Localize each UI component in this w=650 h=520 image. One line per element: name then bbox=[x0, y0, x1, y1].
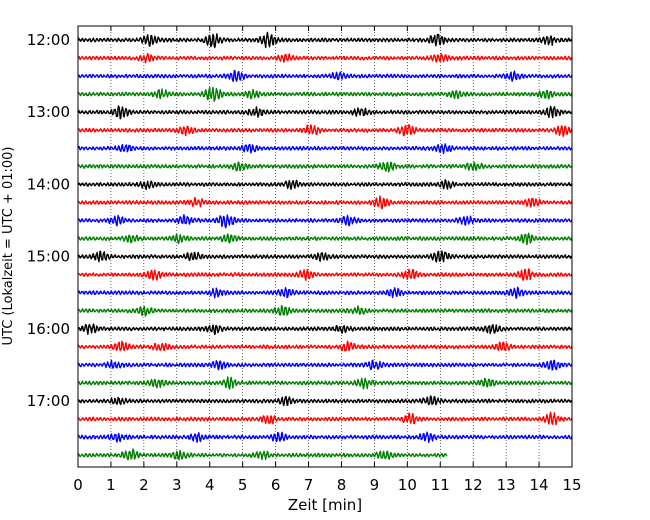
x-tick-label: 10 bbox=[398, 476, 417, 494]
x-tick-label: 5 bbox=[238, 476, 248, 494]
seismogram-trace bbox=[77, 340, 573, 352]
x-tick-label: 2 bbox=[139, 476, 149, 494]
seismogram-trace bbox=[77, 105, 573, 120]
x-tick-label: 8 bbox=[337, 476, 347, 494]
seismogram-trace bbox=[77, 214, 573, 229]
y-axis-label: UTC (Lokalzeit = UTC + 01:00) bbox=[1, 147, 16, 346]
seismogram-trace bbox=[77, 86, 573, 102]
seismogram-trace bbox=[77, 143, 573, 155]
seismogram-trace bbox=[77, 305, 573, 317]
x-tick-label: 0 bbox=[73, 476, 83, 494]
x-tick-label: 3 bbox=[172, 476, 182, 494]
seismogram-trace bbox=[77, 123, 573, 138]
seismogram-trace bbox=[77, 411, 573, 426]
y-tick-label: 14:00 bbox=[27, 175, 70, 193]
x-tick-label: 11 bbox=[431, 476, 450, 494]
seismogram-trace bbox=[77, 268, 573, 282]
x-tick-label: 13 bbox=[497, 476, 516, 494]
seismogram-trace bbox=[77, 250, 573, 263]
y-tick-labels: 12:00 13:00 14:00 15:00 16:00 17:00 bbox=[27, 31, 70, 410]
x-tick-label: 15 bbox=[562, 476, 581, 494]
seismogram-trace bbox=[77, 232, 573, 246]
seismogram-trace bbox=[77, 286, 573, 299]
x-tick-labels: 0 1 2 3 4 5 6 7 8 9 10 11 12 13 14 15 bbox=[73, 476, 581, 494]
seismogram-trace bbox=[77, 448, 448, 461]
x-tick-label: 7 bbox=[304, 476, 314, 494]
y-tick-label: 15:00 bbox=[27, 248, 70, 266]
seismogram-traces bbox=[77, 31, 573, 461]
x-tick-label: 4 bbox=[205, 476, 215, 494]
seismogram-trace bbox=[77, 376, 573, 390]
seismogram-trace bbox=[77, 323, 573, 336]
axis-ticks bbox=[77, 26, 573, 467]
seismogram-trace bbox=[77, 69, 573, 83]
seismogram-trace bbox=[77, 179, 573, 191]
x-tick-label: 1 bbox=[106, 476, 116, 494]
plot-frame bbox=[77, 25, 573, 468]
x-axis-label: Zeit [min] bbox=[288, 496, 362, 514]
seismogram-trace bbox=[77, 359, 573, 371]
seismogram-trace bbox=[77, 195, 573, 210]
seismogram-trace bbox=[77, 431, 573, 444]
seismogram-trace bbox=[77, 53, 573, 64]
y-tick-label: 13:00 bbox=[27, 103, 70, 121]
x-tick-label: 12 bbox=[464, 476, 483, 494]
seismogram-trace bbox=[77, 31, 573, 49]
y-tick-label: 17:00 bbox=[27, 392, 70, 410]
x-tick-label: 14 bbox=[530, 476, 549, 494]
x-tick-label: 6 bbox=[271, 476, 281, 494]
y-tick-label: 16:00 bbox=[27, 320, 70, 338]
y-tick-label: 12:00 bbox=[27, 31, 70, 49]
seismogram-trace bbox=[77, 161, 573, 173]
seismogram-trace bbox=[77, 395, 573, 407]
x-tick-label: 9 bbox=[370, 476, 380, 494]
